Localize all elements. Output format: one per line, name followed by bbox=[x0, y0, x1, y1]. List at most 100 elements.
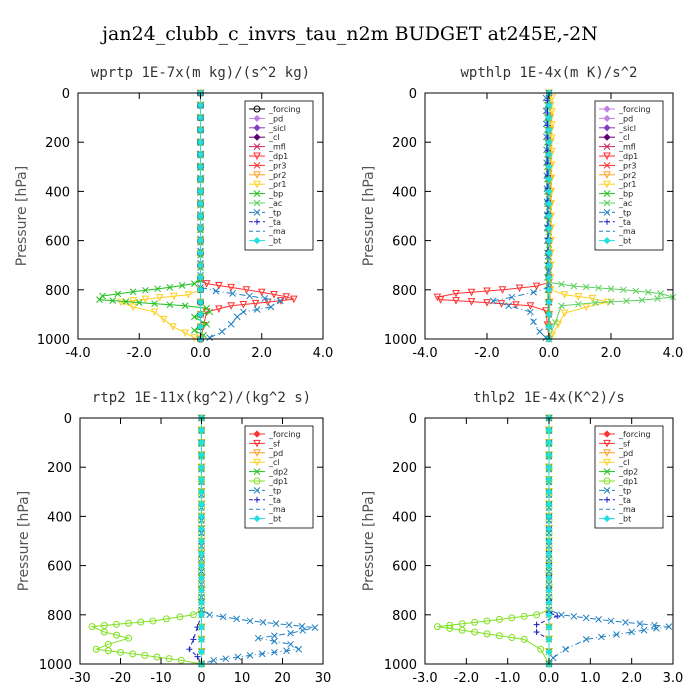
data-point bbox=[197, 500, 206, 508]
legend-label: _pd bbox=[268, 449, 283, 458]
y-tick-label: 400 bbox=[45, 185, 70, 200]
data-point bbox=[452, 289, 460, 298]
data-point bbox=[189, 611, 197, 619]
data-point bbox=[191, 280, 198, 288]
legend-label: _ac bbox=[268, 199, 282, 208]
data-point bbox=[135, 299, 143, 306]
legend-label: _ta bbox=[268, 218, 281, 227]
legend-marker bbox=[603, 439, 611, 448]
panel-title: rtp2 1E-11x(kg^2)/(kg^2 s) bbox=[92, 390, 311, 406]
legend-marker bbox=[603, 449, 611, 457]
data-point bbox=[162, 615, 170, 623]
data-point bbox=[542, 133, 550, 141]
panel-3: rtp2 1E-11x(kg^2)/(kg^2 s) Pressure [hPa]… bbox=[16, 390, 331, 686]
data-point bbox=[227, 320, 235, 328]
x-tick-label: 2.0 bbox=[601, 346, 622, 361]
data-point bbox=[545, 200, 553, 208]
data-point bbox=[545, 175, 553, 183]
legend-label: _pr1 bbox=[618, 180, 636, 189]
data-point bbox=[112, 631, 120, 639]
data-point bbox=[520, 635, 528, 643]
data-point bbox=[582, 636, 590, 643]
data-point bbox=[483, 299, 491, 307]
data-point bbox=[545, 286, 553, 294]
legend-label: _ma bbox=[618, 227, 636, 236]
data-point bbox=[196, 249, 205, 257]
data-point bbox=[196, 261, 205, 269]
legend-label: _mfl bbox=[618, 143, 636, 152]
data-point bbox=[560, 291, 569, 299]
data-point bbox=[197, 574, 206, 582]
legend-label: _pd bbox=[618, 114, 633, 123]
panel-4: thlp2 1E-4x(K^2)/s Pressure [hPa] -3.0 -2.0… bbox=[361, 390, 683, 686]
data-point bbox=[271, 637, 278, 645]
data-point bbox=[495, 632, 503, 640]
legend-label: _forcing bbox=[618, 105, 651, 114]
data-point bbox=[196, 224, 205, 232]
legend-marker bbox=[603, 152, 611, 161]
data-point bbox=[270, 290, 278, 299]
x-tick-label: -4.0 bbox=[412, 346, 437, 361]
legend-marker bbox=[253, 162, 261, 169]
data-point bbox=[582, 303, 591, 312]
legend-marker bbox=[603, 133, 611, 141]
data-point bbox=[452, 297, 460, 305]
data-point bbox=[467, 288, 476, 297]
data-point bbox=[545, 623, 553, 631]
data-point bbox=[222, 655, 230, 663]
legend: _forcing_sf_pd_cl_dp2_dp1_tp_ta_ma_bt bbox=[244, 425, 314, 529]
data-point bbox=[520, 612, 528, 620]
data-point bbox=[251, 299, 260, 308]
legend-label: _pr3 bbox=[618, 161, 636, 170]
data-point bbox=[665, 623, 673, 630]
x-tick-label: 0.0 bbox=[190, 346, 211, 361]
data-point bbox=[197, 537, 206, 545]
x-tick-label: 30 bbox=[315, 671, 332, 686]
legend-marker bbox=[603, 143, 611, 150]
y-tick-label: 600 bbox=[47, 560, 72, 575]
data-point bbox=[545, 598, 553, 607]
data-point bbox=[196, 187, 205, 195]
data-point bbox=[151, 300, 158, 308]
data-point bbox=[197, 598, 206, 607]
data-point bbox=[607, 285, 615, 293]
data-point bbox=[545, 261, 553, 269]
data-point bbox=[545, 562, 553, 570]
data-point bbox=[239, 301, 248, 309]
data-point bbox=[458, 626, 466, 634]
legend-marker bbox=[603, 487, 611, 494]
data-point bbox=[533, 611, 541, 619]
series-dp1 bbox=[433, 414, 553, 668]
legend-marker bbox=[253, 199, 261, 207]
data-point bbox=[433, 623, 441, 631]
legend-label: _bt bbox=[618, 237, 631, 246]
data-point bbox=[607, 298, 615, 306]
data-point bbox=[588, 294, 597, 303]
x-tick-label: 2.0 bbox=[251, 346, 272, 361]
data-point bbox=[178, 282, 186, 289]
data-point bbox=[640, 626, 648, 634]
legend-marker bbox=[253, 487, 261, 494]
data-point bbox=[210, 656, 218, 664]
x-tick-label: 0 bbox=[197, 671, 205, 686]
y-tick-label: 1000 bbox=[37, 333, 70, 348]
data-point bbox=[545, 488, 553, 496]
data-point bbox=[129, 650, 137, 658]
data-point bbox=[644, 288, 652, 296]
legend-marker bbox=[253, 190, 261, 197]
data-point bbox=[287, 629, 294, 637]
data-point bbox=[197, 562, 206, 570]
data-point bbox=[233, 615, 240, 623]
data-point bbox=[177, 656, 185, 664]
y-tick-label: 600 bbox=[392, 235, 417, 250]
data-point bbox=[170, 292, 178, 301]
legend-marker bbox=[603, 162, 611, 169]
data-point bbox=[181, 329, 189, 337]
legend-label: _ac bbox=[618, 199, 632, 208]
series-line bbox=[436, 93, 550, 340]
series-tp bbox=[545, 414, 673, 668]
data-point bbox=[530, 288, 537, 296]
data-point bbox=[638, 296, 646, 304]
data-point bbox=[191, 327, 198, 334]
data-point bbox=[125, 619, 133, 627]
